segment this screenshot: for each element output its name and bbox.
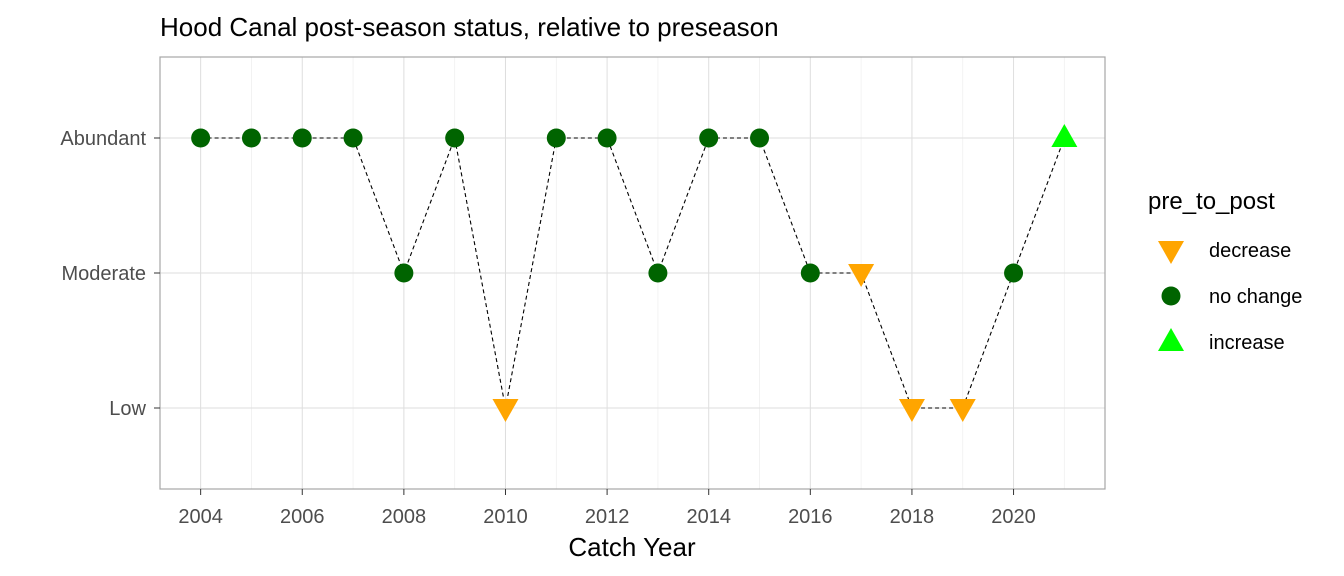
- data-point-2019: [949, 399, 976, 422]
- x-tick-label: 2020: [991, 506, 1036, 528]
- legend-label-no-change: no change: [1209, 286, 1302, 308]
- data-point-2006: [292, 128, 312, 148]
- legend-key-decrease: [1158, 241, 1184, 264]
- y-tick-label: Low: [109, 398, 146, 420]
- data-point-2008: [394, 263, 414, 283]
- data-point-2007: [343, 128, 363, 148]
- x-tick-label: 2014: [686, 506, 731, 528]
- data-point-2005: [241, 128, 261, 148]
- legend-key-no-change: [1161, 286, 1181, 306]
- data-point-2004: [191, 128, 211, 148]
- x-axis: 2004 2006 2008 2010 2012 2014 2016 2018 2020: [178, 489, 1036, 528]
- legend-label-decrease: decrease: [1209, 240, 1291, 262]
- data-point-2018: [898, 399, 925, 422]
- data-point-2013: [648, 263, 668, 283]
- data-point-2017: [848, 264, 875, 287]
- data-point-2011: [546, 128, 566, 148]
- data-point-2010: [492, 399, 519, 422]
- data-point-2009: [445, 128, 465, 148]
- x-tick-label: 2010: [483, 506, 528, 528]
- legend: pre_to_post decrease no change increase: [1148, 188, 1302, 354]
- x-axis-title: Catch Year: [568, 532, 696, 562]
- data-point-2012: [597, 128, 617, 148]
- x-tick-label: 2012: [585, 506, 630, 528]
- data-points: [191, 124, 1078, 422]
- legend-label-increase: increase: [1209, 332, 1285, 354]
- chart-title: Hood Canal post-season status, relative …: [160, 12, 779, 42]
- data-point-2016: [800, 263, 820, 283]
- x-tick-label: 2018: [890, 506, 935, 528]
- x-tick-label: 2004: [178, 506, 223, 528]
- data-point-2020: [1004, 263, 1024, 283]
- data-point-2014: [699, 128, 719, 148]
- series-line: [200, 135, 1065, 409]
- data-point-2015: [750, 128, 770, 148]
- y-tick-label: Abundant: [60, 128, 146, 150]
- x-tick-label: 2006: [280, 506, 325, 528]
- legend-key-increase: [1158, 328, 1184, 351]
- grid: [160, 57, 1105, 489]
- y-tick-label: Moderate: [62, 263, 147, 285]
- x-tick-label: 2016: [788, 506, 833, 528]
- data-point-2021: [1051, 124, 1078, 147]
- y-axis: Low Moderate Abundant: [60, 128, 160, 420]
- legend-title: pre_to_post: [1148, 188, 1275, 215]
- x-tick-label: 2008: [382, 506, 427, 528]
